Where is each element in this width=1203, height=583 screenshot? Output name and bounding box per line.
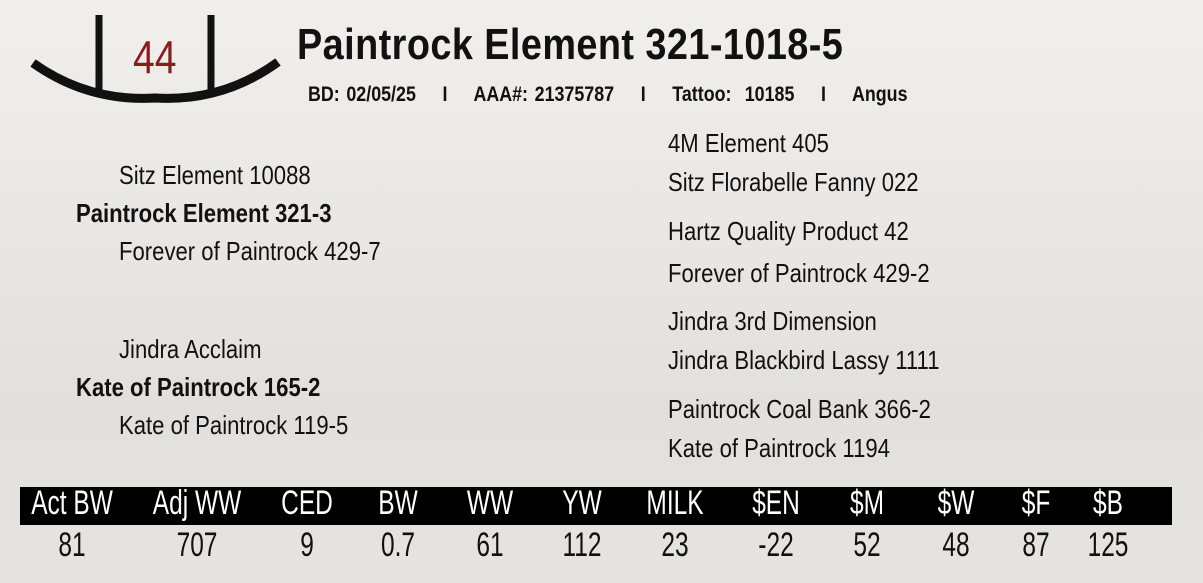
epd-value: 48	[942, 526, 970, 564]
epd-header: $W	[937, 484, 975, 522]
dam-sire-dam: Jindra Blackbird Lassy 1111	[668, 345, 940, 375]
epd-header: YW	[562, 484, 602, 522]
dam-dam-sire: Paintrock Coal Bank 366-2	[668, 394, 931, 424]
epd-value: 52	[853, 526, 881, 564]
sire: Paintrock Element 321-3	[76, 198, 332, 228]
epd-value: 112	[562, 526, 602, 564]
dam-dam: Kate of Paintrock 119-5	[119, 410, 349, 440]
sire-sire: Sitz Element 10088	[119, 160, 311, 190]
epd-value: 23	[661, 526, 689, 564]
sire-dam: Forever of Paintrock 429-7	[119, 236, 381, 266]
epd-value: 0.7	[380, 526, 416, 564]
lot-number: 44	[133, 31, 177, 83]
dam-sire: Jindra Acclaim	[119, 334, 262, 364]
epd-value: 61	[476, 526, 504, 564]
epd-value: -22	[758, 526, 794, 564]
epd-header: $F	[1021, 484, 1051, 522]
epd-header: MILK	[646, 484, 704, 522]
epd-header: $M	[849, 484, 885, 522]
epd-header-bar	[20, 487, 1172, 525]
dam: Kate of Paintrock 165-2	[76, 372, 321, 402]
epd-header: Act BW	[31, 484, 113, 522]
epd-value: 87	[1022, 526, 1050, 564]
epd-value: 81	[58, 526, 86, 564]
epd-value: 9	[300, 526, 314, 564]
epd-header: CED	[281, 484, 333, 522]
dam-sire-sire: Jindra 3rd Dimension	[668, 306, 877, 336]
epd-header: $EN	[752, 484, 800, 522]
epd-header: BW	[378, 484, 418, 522]
epd-header: Adj WW	[152, 484, 242, 522]
sire-sire-sire: 4M Element 405	[668, 128, 829, 158]
epd-header: $B	[1093, 484, 1123, 522]
brand-logo-icon	[30, 15, 281, 103]
animal-info: BD: 02/05/25 I AAA#: 21375787 I Tattoo: …	[308, 83, 908, 106]
animal-title: Paintrock Element 321-1018-5	[297, 20, 844, 69]
sire-sire-dam: Sitz Florabelle Fanny 022	[668, 167, 919, 197]
dam-dam-dam: Kate of Paintrock 1194	[668, 433, 890, 463]
epd-value: 125	[1087, 526, 1129, 564]
epd-value: 707	[176, 526, 218, 564]
sire-dam-sire: Hartz Quality Product 42	[668, 216, 909, 246]
epd-header: WW	[466, 484, 514, 522]
sire-dam-dam: Forever of Paintrock 429-2	[668, 258, 930, 288]
